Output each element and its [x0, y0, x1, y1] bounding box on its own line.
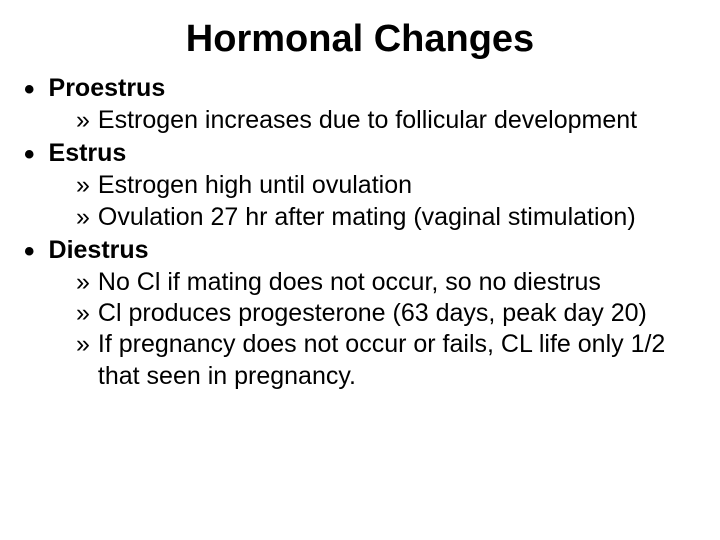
section-point-text: If pregnancy does not occur or fails, CL…	[98, 329, 696, 392]
section-point: » Estrogen increases due to follicular d…	[76, 105, 696, 136]
section-point-text: Estrogen increases due to follicular dev…	[98, 105, 696, 136]
slide: Hormonal Changes • Proestrus » Estrogen …	[0, 0, 720, 540]
section-heading-text: Proestrus	[49, 73, 166, 104]
bullet-dot-icon: •	[24, 237, 35, 267]
bullet-chevron-icon: »	[76, 298, 90, 329]
bullet-chevron-icon: »	[76, 329, 90, 360]
section-heading-text: Estrus	[49, 138, 127, 169]
section-heading: • Estrus	[24, 138, 696, 170]
slide-title: Hormonal Changes	[24, 18, 696, 61]
section-point: » If pregnancy does not occur or fails, …	[76, 329, 696, 392]
section-point: » Cl produces progesterone (63 days, pea…	[76, 298, 696, 329]
bullet-chevron-icon: »	[76, 202, 90, 233]
section-point: » Estrogen high until ovulation	[76, 170, 696, 201]
bullet-chevron-icon: »	[76, 105, 90, 136]
bullet-chevron-icon: »	[76, 170, 90, 201]
section-point-text: No Cl if mating does not occur, so no di…	[98, 267, 696, 298]
section-heading: • Proestrus	[24, 73, 696, 105]
section-point: » Ovulation 27 hr after mating (vaginal …	[76, 202, 696, 233]
bullet-chevron-icon: »	[76, 267, 90, 298]
section-heading: • Diestrus	[24, 235, 696, 267]
section-point-text: Ovulation 27 hr after mating (vaginal st…	[98, 202, 696, 233]
section-heading-text: Diestrus	[49, 235, 149, 266]
section-point-text: Cl produces progesterone (63 days, peak …	[98, 298, 696, 329]
bullet-dot-icon: •	[24, 75, 35, 105]
bullet-dot-icon: •	[24, 140, 35, 170]
section-point: » No Cl if mating does not occur, so no …	[76, 267, 696, 298]
slide-body: • Proestrus » Estrogen increases due to …	[24, 73, 696, 392]
section-point-text: Estrogen high until ovulation	[98, 170, 696, 201]
